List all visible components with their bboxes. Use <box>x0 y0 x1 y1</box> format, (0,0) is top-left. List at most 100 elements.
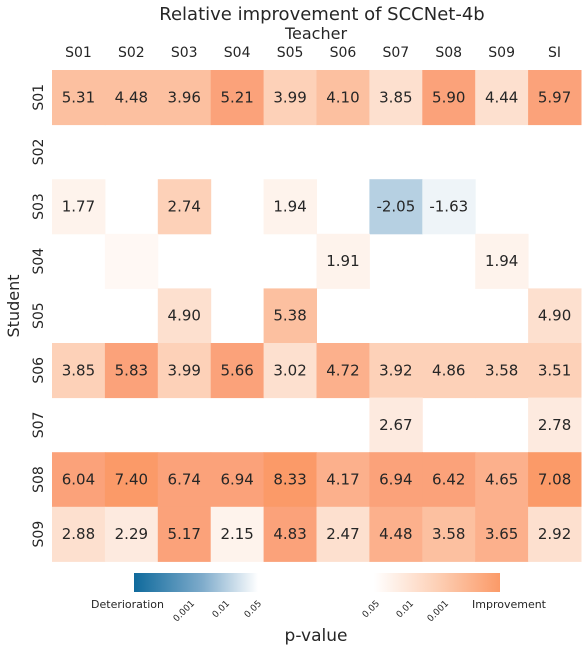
cell-value-label: 4.72 <box>326 361 359 379</box>
heatmap-cell <box>528 452 582 508</box>
heatmap-cell <box>316 452 370 508</box>
x-tick-labels: S01 S02 S03 S04 S05 S06 S07 S08 S09 SI <box>65 45 561 61</box>
y-tick-label: S05 <box>31 302 47 329</box>
cell-value-label: 1.94 <box>485 252 518 270</box>
cell-value-label: 3.99 <box>273 88 306 106</box>
colorbar-tick-label: 0.05 <box>243 599 264 620</box>
heatmap-cell <box>157 452 212 508</box>
x-tick-label: S03 <box>171 45 198 61</box>
x-tick-label: S01 <box>65 45 92 61</box>
cell-value-label: 5.21 <box>220 88 253 106</box>
cell-value-label: 6.94 <box>379 471 412 489</box>
heatmap-cell <box>422 70 476 126</box>
cell-value-label: 2.15 <box>220 525 253 543</box>
cell-value-label: 3.58 <box>485 361 518 379</box>
heatmap-cell <box>263 70 317 126</box>
cell-value-label: 1.91 <box>326 252 359 270</box>
cell-value-label: 2.47 <box>326 525 359 543</box>
cell-value-label: 2.67 <box>379 416 412 434</box>
cell-value-label: 5.17 <box>168 525 201 543</box>
heatmap-cell <box>369 452 423 508</box>
cell-value-label: 4.48 <box>115 88 148 106</box>
cell-value-label: -1.63 <box>429 198 468 216</box>
y-axis-label: Student <box>4 275 23 338</box>
cell-value-label: 3.65 <box>485 525 518 543</box>
x-tick-label: SI <box>548 45 561 61</box>
heatmap-cell <box>369 343 423 399</box>
heatmap-cell <box>210 452 265 508</box>
heatmap-cell <box>263 288 317 344</box>
x-tick-label: S07 <box>382 45 409 61</box>
colorbar-tick-label: 0.01 <box>211 599 232 620</box>
x-tick-label: S09 <box>488 45 515 61</box>
cell-value-label: 7.40 <box>115 471 148 489</box>
y-tick-label: S06 <box>31 357 47 384</box>
x-axis-label: Teacher <box>284 24 347 43</box>
heatmap-cell <box>104 343 159 399</box>
heatmap-cell <box>263 179 317 235</box>
colorbar-deterioration-label: Deterioration <box>91 598 164 611</box>
heatmap-cell <box>157 506 212 562</box>
heatmap-cell <box>475 343 529 399</box>
cell-value-label: 2.78 <box>538 416 571 434</box>
cell-value-label: 5.90 <box>432 88 465 106</box>
cell-value-label: 2.88 <box>62 525 95 543</box>
cell-value-label: 1.94 <box>273 198 306 216</box>
cell-value-label: 5.97 <box>538 88 571 106</box>
cell-value-label: 4.83 <box>273 525 306 543</box>
colorbar-deterioration-gradient <box>134 573 258 592</box>
heatmap-cell <box>369 70 423 126</box>
heatmap-cell <box>157 179 212 235</box>
x-tick-label: S05 <box>277 45 304 61</box>
heatmap-cell <box>104 506 159 562</box>
colorbar-tick-label: 0.05 <box>361 599 382 620</box>
heatmap-cell <box>528 70 582 126</box>
chart-title: Relative improvement of SCCNet-4b <box>159 4 484 25</box>
cell-value-label: 8.33 <box>273 471 306 489</box>
cell-value-label: -2.05 <box>376 198 415 216</box>
heatmap-cell <box>157 343 212 399</box>
cell-value-label: 6.42 <box>432 471 465 489</box>
cell-value-label: 6.74 <box>168 471 201 489</box>
colorbar-improvement-label: Improvement <box>472 598 547 611</box>
heatmap-cell <box>475 452 529 508</box>
y-tick-label: S03 <box>31 193 47 220</box>
cell-value-label: 4.17 <box>326 471 359 489</box>
cell-value-label: 4.65 <box>485 471 518 489</box>
y-tick-label: S09 <box>31 521 47 548</box>
cell-value-label: 5.38 <box>273 307 306 325</box>
heatmap-cell <box>316 233 370 289</box>
cell-value-label: 3.51 <box>538 361 571 379</box>
cell-value-label: 3.96 <box>168 88 201 106</box>
cell-value-label: 5.66 <box>220 361 253 379</box>
heatmap-cell <box>528 288 582 344</box>
cell-value-label: 3.02 <box>273 361 306 379</box>
y-tick-label: S07 <box>31 412 47 439</box>
cell-value-label: 2.29 <box>115 525 148 543</box>
cell-value-label: 4.48 <box>379 525 412 543</box>
cell-value-label: 4.10 <box>326 88 359 106</box>
heatmap-cell <box>316 70 370 126</box>
cell-value-label: 2.92 <box>538 525 571 543</box>
heatmap-cell <box>157 288 212 344</box>
colorbar-improvement-ticks: 0.05 0.01 0.001 <box>361 599 451 624</box>
heatmap-cell <box>52 452 106 508</box>
colorbar-tick-label: 0.001 <box>172 599 197 624</box>
heatmap-cell <box>528 343 582 399</box>
heatmap-cell <box>422 343 476 399</box>
heatmap-cell <box>422 179 476 235</box>
x-tick-label: S04 <box>224 45 251 61</box>
colorbar-tick-label: 0.01 <box>395 599 416 620</box>
heatmap-cell <box>475 70 529 126</box>
x-tick-label: S02 <box>118 45 145 61</box>
heatmap-cell <box>475 506 529 562</box>
cell-value-label: 6.04 <box>62 471 95 489</box>
colorbar-deterioration: Deterioration 0.001 0.01 0.05 <box>91 573 264 624</box>
heatmap-cell <box>263 343 317 399</box>
heatmap-cell <box>422 506 476 562</box>
heatmap-cell <box>157 70 212 126</box>
cell-value-label: 3.85 <box>379 88 412 106</box>
cell-value-label: 4.90 <box>168 307 201 325</box>
cell-value-label: 3.85 <box>62 361 95 379</box>
